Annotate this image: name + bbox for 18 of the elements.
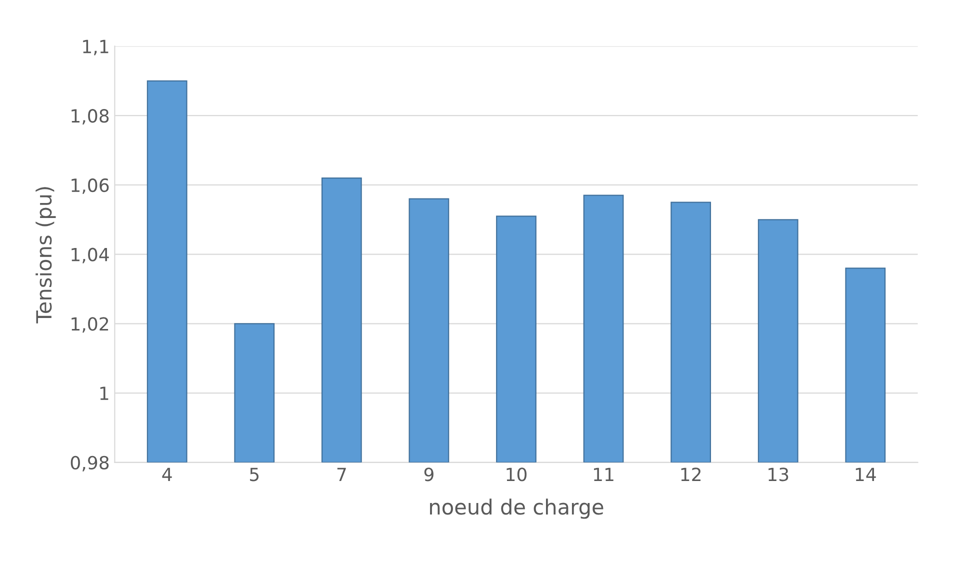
x-tick-label: 7	[337, 468, 346, 481]
x-axis-title: noeud de charge	[430, 498, 604, 519]
x-tick-label: 5	[250, 468, 259, 482]
x-tick-label: 13	[768, 468, 788, 482]
x-tick-label: 9	[424, 468, 434, 482]
y-axis-title: Tensions (pu)	[36, 187, 56, 324]
x-tick-label: 10	[506, 468, 527, 482]
x-tick-label: 4	[162, 468, 172, 481]
y-tick-label: 1,1	[83, 40, 108, 56]
y-tick-label: 1,06	[72, 178, 109, 194]
x-tick-label: 12	[681, 468, 700, 481]
y-tick-label: 1	[100, 386, 108, 400]
y-tick-label: 1,02	[72, 317, 108, 333]
x-tick-label: 14	[856, 468, 876, 481]
y-tick-label: 0,98	[70, 456, 109, 472]
x-tick-label: 11	[594, 468, 614, 481]
y-tick-label: 1,08	[72, 109, 109, 125]
y-tick-label: 1,04	[72, 248, 109, 264]
